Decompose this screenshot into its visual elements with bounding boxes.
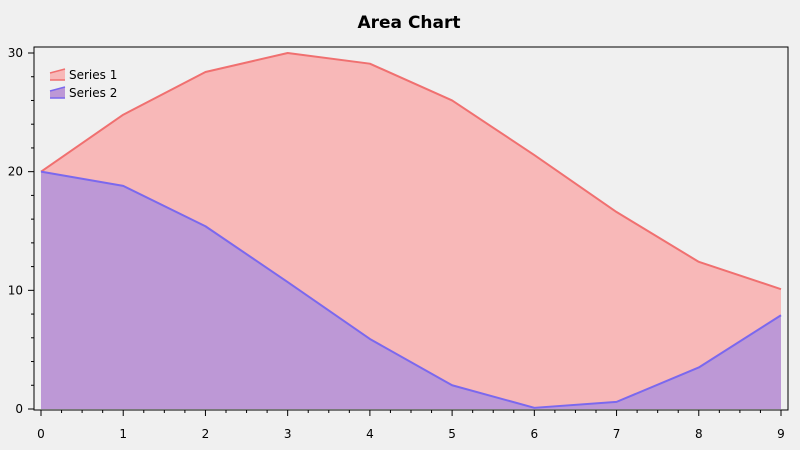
legend: Series 1 Series 2 [49, 68, 117, 100]
x-tick-label: 9 [777, 427, 785, 441]
legend-item-series-2: Series 2 [49, 86, 117, 100]
x-tick-label: 4 [366, 427, 374, 441]
x-tick-label: 1 [119, 427, 127, 441]
y-tick-label: 30 [8, 46, 23, 60]
legend-label-series-1: Series 1 [69, 68, 117, 82]
x-tick-label: 6 [531, 427, 539, 441]
legend-label-series-2: Series 2 [69, 86, 117, 100]
series-1-line [40, 52, 782, 291]
y-tick-label: 10 [8, 283, 23, 297]
legend-item-series-1: Series 1 [49, 68, 117, 82]
axes: 0 10 20 30 0 1 2 3 4 5 6 7 8 9 [8, 46, 789, 441]
x-tick-label: 0 [37, 427, 45, 441]
series-2-area [41, 171, 781, 409]
x-tick-label: 5 [448, 427, 456, 441]
y-tick-label: 0 [15, 402, 23, 416]
series-2-line [40, 170, 782, 409]
legend-swatch-series-1 [50, 69, 65, 80]
chart-title: Area Chart [357, 13, 460, 33]
y-tick-label: 20 [8, 165, 23, 179]
x-tick-label: 2 [202, 427, 210, 441]
x-tick-label: 3 [284, 427, 292, 441]
legend-line-series-2 [49, 86, 66, 92]
series-areas [40, 52, 782, 409]
x-tick-label: 8 [695, 427, 703, 441]
legend-swatch-series-2 [50, 87, 65, 98]
x-tick-label: 7 [613, 427, 621, 441]
legend-line-series-1 [49, 68, 66, 74]
